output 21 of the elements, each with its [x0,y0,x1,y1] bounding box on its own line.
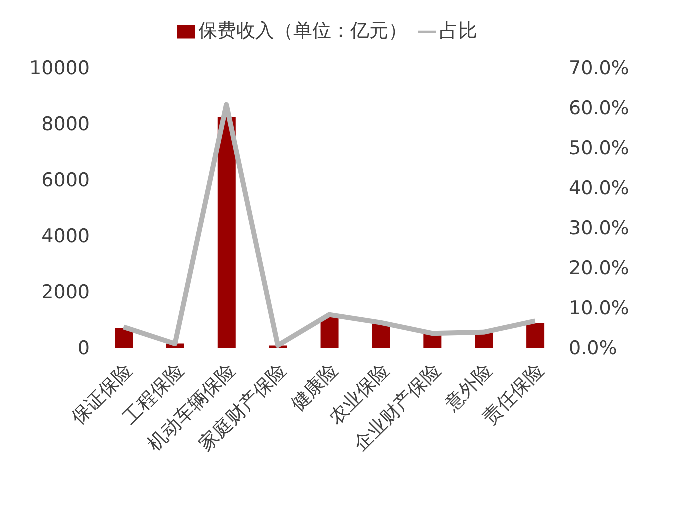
y2-tick-label: 60.0% [569,98,630,120]
y2-tick-label: 50.0% [569,138,630,160]
bar [115,328,133,348]
y2-tick-label: 30.0% [569,218,630,240]
y2-tick-label: 0.0% [569,338,618,360]
y-tick-label: 4000 [42,226,90,248]
bar [372,324,390,348]
y-tick-label: 10000 [30,58,90,80]
bar [526,323,545,348]
y2-tick-label: 10.0% [569,298,630,320]
y-tick-label: 6000 [42,170,90,192]
y2-tick-label: 70.0% [569,58,630,80]
legend-label: 占比 [440,20,478,42]
y2-tick-label: 40.0% [569,178,630,200]
bar [320,317,339,348]
y2-tick-label: 20.0% [569,258,630,280]
y-tick-label: 2000 [42,282,90,304]
legend-label: 保费收入（单位：亿元） [198,20,408,42]
y-tick-label: 0 [78,338,90,360]
bar [218,117,236,348]
y-tick-label: 8000 [42,114,90,136]
